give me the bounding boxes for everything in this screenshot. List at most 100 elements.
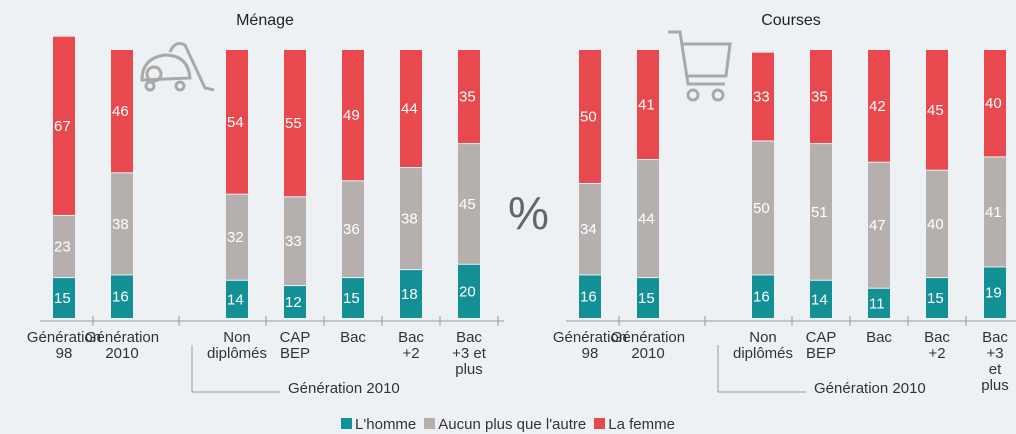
bar-segment (342, 278, 364, 318)
bar-segment (111, 275, 133, 318)
group-bracket (191, 345, 280, 393)
value-label: 15 (54, 290, 71, 307)
bar-segment (868, 288, 890, 318)
value-label: 33 (753, 89, 770, 106)
bar-segment (752, 275, 774, 318)
value-label: 41 (985, 204, 1002, 221)
bar-segment (868, 162, 890, 288)
bar-segment (111, 50, 133, 173)
x-tick-label: Bac (866, 329, 892, 346)
value-label: 14 (227, 291, 244, 308)
value-label: 33 (285, 233, 302, 250)
legend-item: Aucun plus que l'autre (424, 416, 586, 433)
chart-title: Ménage (236, 12, 294, 29)
group-label: Génération 2010 (288, 380, 400, 397)
value-label: 35 (811, 89, 828, 106)
bar-segment (926, 278, 948, 318)
bar-segment (984, 267, 1006, 318)
bar-segment (752, 52, 774, 141)
bar-segment (810, 144, 832, 280)
value-label: 16 (753, 289, 770, 306)
x-tick-label: CAP BEP (279, 329, 311, 362)
value-label: 32 (227, 229, 244, 246)
value-label: 38 (401, 211, 418, 228)
bar-segment (868, 50, 890, 162)
x-tick-label: Bac (340, 329, 366, 346)
bar-segment (810, 50, 832, 144)
bar-segment (637, 50, 659, 160)
legend-item: La femme (594, 416, 675, 433)
value-label: 16 (580, 289, 597, 306)
legend-label: Aucun plus que l'autre (438, 416, 587, 433)
bar-segment (53, 215, 75, 278)
value-label: 36 (343, 221, 360, 238)
legend-swatch (424, 418, 436, 429)
x-tick-label: Non diplômés (206, 329, 268, 362)
bar-segment (284, 197, 306, 286)
value-label: 67 (54, 118, 71, 135)
bar-segment (637, 278, 659, 318)
value-label: 34 (580, 221, 597, 238)
value-label: 42 (869, 98, 886, 115)
value-label: 40 (985, 95, 1002, 112)
bar-segment (984, 157, 1006, 267)
value-label: 51 (811, 204, 828, 221)
bar-segment (400, 50, 422, 168)
legend-swatch (594, 418, 606, 429)
value-label: 41 (638, 96, 655, 113)
bar-segment (226, 194, 248, 280)
bar-segment (111, 173, 133, 275)
value-label: 20 (459, 283, 476, 300)
bar-segment (226, 50, 248, 194)
bar-segment (284, 286, 306, 318)
chart-title: Courses (761, 12, 821, 29)
bar-segment (342, 181, 364, 278)
value-label: 50 (580, 108, 597, 125)
bar-segment (579, 50, 601, 183)
bar-segment (579, 184, 601, 275)
bar-segment (400, 168, 422, 270)
x-tick-label: Génération 98 (552, 329, 628, 362)
bar-segment (637, 160, 659, 278)
value-label: 40 (927, 216, 944, 233)
x-tick-label: Bac +2 (398, 329, 424, 362)
bar-segment (458, 264, 480, 318)
bar-segment (342, 50, 364, 181)
value-label: 15 (638, 290, 655, 307)
x-tick-label: CAP BEP (805, 329, 837, 362)
value-label: 45 (459, 196, 476, 213)
value-label: 16 (112, 289, 129, 306)
value-label: 35 (459, 89, 476, 106)
group-label: Génération 2010 (814, 380, 926, 397)
value-label: 44 (638, 211, 655, 228)
value-label: 49 (343, 107, 360, 124)
bar-segment (53, 278, 75, 318)
bar-segment (752, 141, 774, 275)
value-label: 12 (285, 294, 302, 311)
x-tick-label: Génération 98 (26, 329, 102, 362)
bar-segment (284, 50, 306, 197)
x-tick-label: Bac +2 (924, 329, 950, 362)
value-label: 50 (753, 200, 770, 217)
legend-swatch (341, 418, 353, 429)
value-label: 44 (401, 100, 418, 117)
unit-symbol: % (508, 187, 549, 239)
bar-segment (53, 36, 75, 215)
group-bracket (717, 345, 806, 393)
value-label: 14 (811, 291, 828, 308)
value-label: 38 (112, 216, 129, 233)
value-label: 45 (927, 102, 944, 119)
x-tick-label: Bac +3 et plus (981, 329, 1009, 394)
bar-segment (226, 280, 248, 318)
value-label: 15 (927, 290, 944, 307)
bar-segment (810, 280, 832, 318)
bar-segment (400, 270, 422, 318)
x-tick-label: Génération 2010 (610, 329, 686, 362)
bar-segment (926, 50, 948, 170)
value-label: 18 (401, 286, 418, 303)
bar-segment (458, 50, 480, 144)
bar-segment (984, 50, 1006, 157)
legend-item: L'homme (341, 416, 416, 433)
vacuum-icon (140, 42, 215, 92)
